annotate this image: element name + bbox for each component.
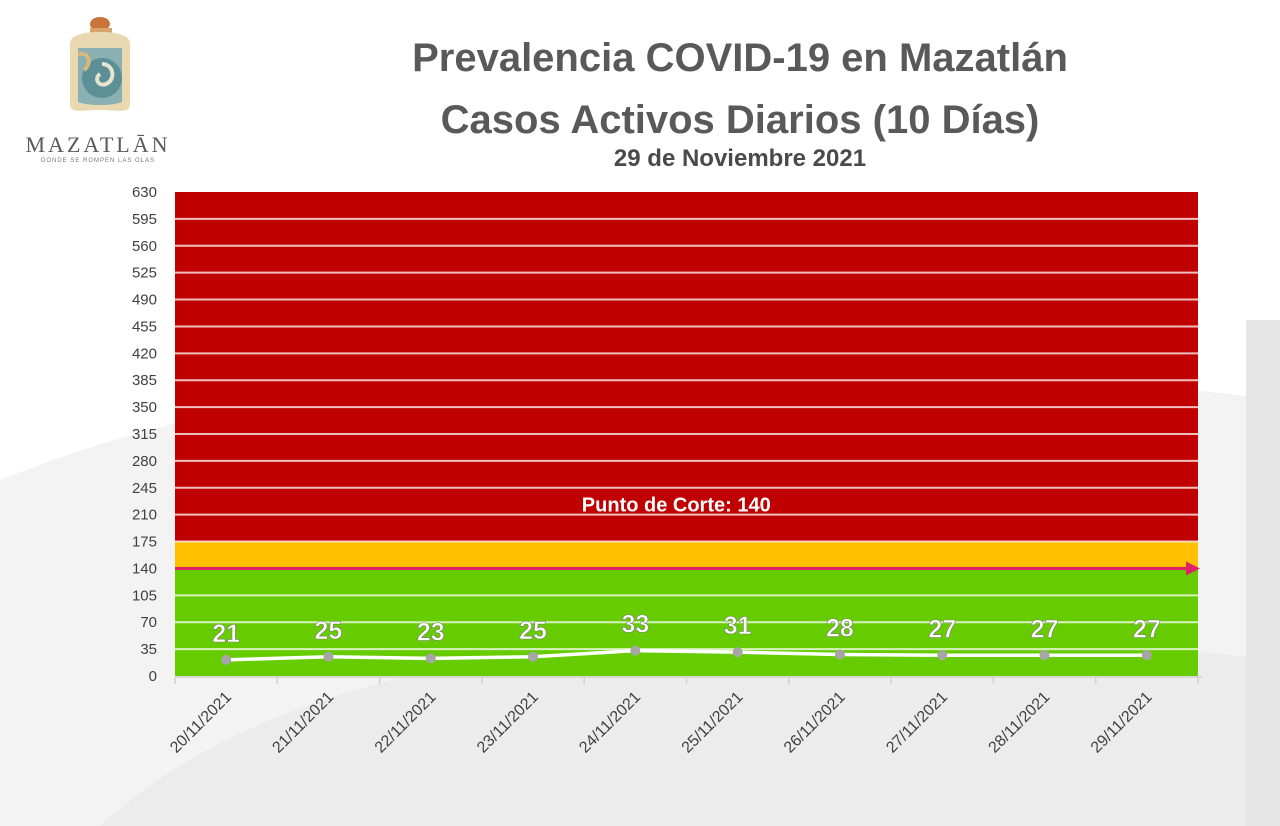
y-tick-label: 70: [140, 614, 157, 631]
y-tick-label: 560: [132, 238, 157, 255]
y-tick-label: 35: [140, 641, 157, 658]
data-point: [1141, 650, 1152, 661]
chart-title: Prevalencia COVID-19 en Mazatlán: [412, 36, 1068, 80]
data-label: 25: [315, 617, 343, 645]
y-tick-label: 420: [132, 345, 157, 362]
zone-band-2: [175, 192, 1198, 542]
x-tick-label: 24/11/2021: [576, 689, 644, 757]
x-tick-label: 29/11/2021: [1088, 689, 1156, 757]
data-point: [630, 645, 641, 656]
y-tick-label: 280: [132, 453, 157, 470]
x-tick-label: 22/11/2021: [372, 689, 440, 757]
data-label: 27: [1133, 615, 1161, 643]
data-point: [528, 651, 539, 662]
x-tick-label: 21/11/2021: [269, 689, 337, 757]
y-tick-label: 210: [132, 507, 157, 524]
data-label: 27: [1031, 615, 1059, 643]
data-label: 33: [621, 611, 649, 639]
y-tick-label: 595: [132, 211, 157, 228]
x-tick-label: 27/11/2021: [883, 689, 951, 757]
y-tick-label: 350: [132, 399, 157, 416]
data-label: 28: [826, 614, 854, 642]
y-tick-label: 455: [132, 318, 157, 335]
logo-wordmark: MAZATLĀN: [25, 132, 171, 157]
logo-emblem-icon: [70, 17, 130, 111]
data-label: 27: [928, 615, 956, 643]
data-point: [323, 651, 334, 662]
y-tick-label: 0: [149, 668, 157, 685]
cutoff-label: Punto de Corte: 140: [582, 495, 771, 517]
x-tick-label: 20/11/2021: [167, 689, 235, 757]
data-label: 21: [212, 620, 240, 648]
x-tick-label: 26/11/2021: [781, 689, 849, 757]
y-tick-label: 245: [132, 480, 157, 497]
mazatlan-logo: MAZATLĀN DONDE SE ROMPEN LAS OLAS: [18, 14, 178, 174]
y-tick-label: 490: [132, 292, 157, 309]
data-point: [834, 649, 845, 660]
data-point: [221, 654, 232, 665]
data-point: [425, 653, 436, 664]
y-tick-label: 140: [132, 560, 157, 577]
zone-band-1: [175, 541, 1198, 569]
x-tick-label: 28/11/2021: [986, 689, 1054, 757]
y-tick-label: 385: [132, 372, 157, 389]
y-tick-label: 315: [132, 426, 157, 443]
data-point: [1039, 650, 1050, 661]
data-label: 31: [724, 612, 752, 640]
data-label: 23: [417, 618, 445, 646]
y-tick-label: 105: [132, 587, 157, 604]
y-tick-label: 525: [132, 265, 157, 282]
data-point: [937, 650, 948, 661]
y-tick-label: 630: [132, 184, 157, 201]
data-label: 25: [519, 617, 547, 645]
x-tick-label: 25/11/2021: [679, 689, 747, 757]
chart-title-line2: Casos Activos Diarios (10 Días): [440, 98, 1040, 142]
series-line: [226, 648, 1147, 662]
y-tick-label: 175: [132, 534, 157, 551]
data-point: [732, 647, 743, 658]
logo-tagline: DONDE SE ROMPEN LAS OLAS: [40, 158, 156, 164]
x-tick-label: 23/11/2021: [474, 689, 542, 757]
cutoff-arrow-icon: [1186, 561, 1200, 576]
chart-date: 29 de Noviembre 2021: [613, 145, 867, 172]
